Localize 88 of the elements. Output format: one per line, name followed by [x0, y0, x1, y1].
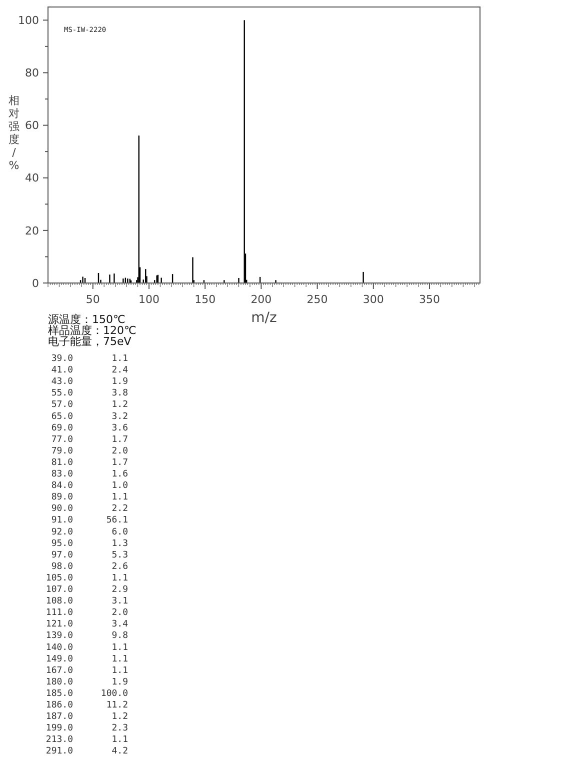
text: 1.1	[112, 492, 128, 503]
y-tick-label: 100	[18, 14, 39, 27]
text: 3.6	[112, 423, 128, 434]
text: 84.0	[51, 481, 73, 492]
text: 57.0	[51, 400, 73, 410]
text: 1.7	[112, 434, 128, 445]
text: 105.0	[46, 573, 73, 584]
text: 139.0	[46, 631, 73, 642]
text: 1.1	[112, 642, 128, 653]
text: 2.4	[112, 366, 128, 376]
text: 199.0	[46, 724, 73, 734]
text: 1.1	[112, 654, 128, 664]
text: 43.0	[51, 377, 73, 388]
text: 1.1	[112, 573, 128, 584]
text: 1.1	[112, 354, 128, 364]
x-tick-label: 100	[138, 293, 160, 306]
x-axis-title: m/z	[251, 310, 277, 326]
text: 91.0	[51, 516, 73, 526]
text: 1.0	[112, 481, 128, 492]
text: 81.0	[51, 458, 73, 468]
text: 2.0	[112, 446, 128, 456]
text: 电子能量，75eV	[48, 335, 132, 348]
text: 69.0	[51, 423, 73, 434]
text: 9.8	[112, 631, 128, 642]
y-tick-label: 40	[25, 172, 39, 185]
text: 1.9	[112, 677, 128, 688]
text: 2.6	[112, 562, 128, 572]
text: 92.0	[51, 527, 73, 538]
text: 89.0	[51, 492, 73, 503]
y-tick-label: 0	[32, 276, 39, 290]
text: 2.2	[112, 504, 128, 514]
text: 149.0	[46, 654, 73, 664]
y-tick-label: 20	[25, 224, 39, 238]
text: 1.7	[112, 458, 128, 468]
text: 41.0	[51, 366, 73, 376]
x-tick-label: 50	[86, 293, 100, 306]
x-tick-label: 200	[250, 293, 272, 306]
text: 1.1	[112, 666, 128, 676]
text: 4.2	[112, 746, 128, 757]
text: 180.0	[46, 677, 73, 688]
text: 55.0	[51, 388, 73, 399]
text: 6.0	[112, 527, 128, 538]
text: 2.3	[112, 724, 128, 734]
text: 140.0	[46, 642, 73, 653]
text: 1.3	[112, 538, 128, 549]
text: 3.1	[112, 596, 128, 607]
text: 100.0	[100, 688, 128, 699]
text: 77.0	[51, 434, 73, 445]
text: 11.2	[106, 700, 128, 710]
text: 2.9	[112, 585, 128, 595]
text: 1.9	[112, 377, 128, 388]
text: 83.0	[51, 470, 73, 480]
text: 源温度：150℃	[48, 313, 126, 326]
x-tick-label: 250	[306, 293, 328, 306]
text: 1.2	[112, 712, 128, 722]
text: 291.0	[46, 746, 73, 757]
text: 79.0	[51, 446, 73, 456]
text: 样品温度：120℃	[48, 324, 136, 337]
text: 2.0	[112, 608, 128, 618]
text: 185.0	[46, 688, 73, 699]
text: 39.0	[51, 354, 73, 364]
text: 167.0	[46, 666, 73, 676]
x-tick-label: 150	[194, 293, 216, 306]
text: 186.0	[46, 700, 73, 710]
text: 1.6	[112, 470, 128, 480]
text: 3.4	[112, 620, 128, 630]
text: 107.0	[46, 585, 73, 595]
y-tick-label: 80	[25, 66, 39, 80]
text: 121.0	[46, 620, 73, 630]
text: 1.2	[112, 400, 128, 410]
text: 98.0	[51, 562, 73, 572]
text: 3.2	[112, 412, 128, 422]
x-tick-label: 350	[419, 293, 440, 306]
text: 56.1	[106, 516, 128, 526]
text: 97.0	[51, 550, 73, 560]
text: 90.0	[51, 504, 73, 514]
y-axis-title: 相对强度/%	[8, 94, 20, 172]
text: 3.8	[112, 388, 128, 399]
text: 213.0	[46, 735, 73, 746]
text: 65.0	[51, 412, 73, 422]
y-tick-label: 60	[25, 119, 39, 132]
x-tick-label: 300	[362, 293, 384, 306]
text: 95.0	[51, 538, 73, 549]
text: 1.1	[112, 735, 128, 746]
text: 5.3	[112, 550, 128, 560]
text: 108.0	[46, 596, 73, 607]
text: 187.0	[46, 712, 73, 722]
text: 111.0	[46, 608, 73, 618]
